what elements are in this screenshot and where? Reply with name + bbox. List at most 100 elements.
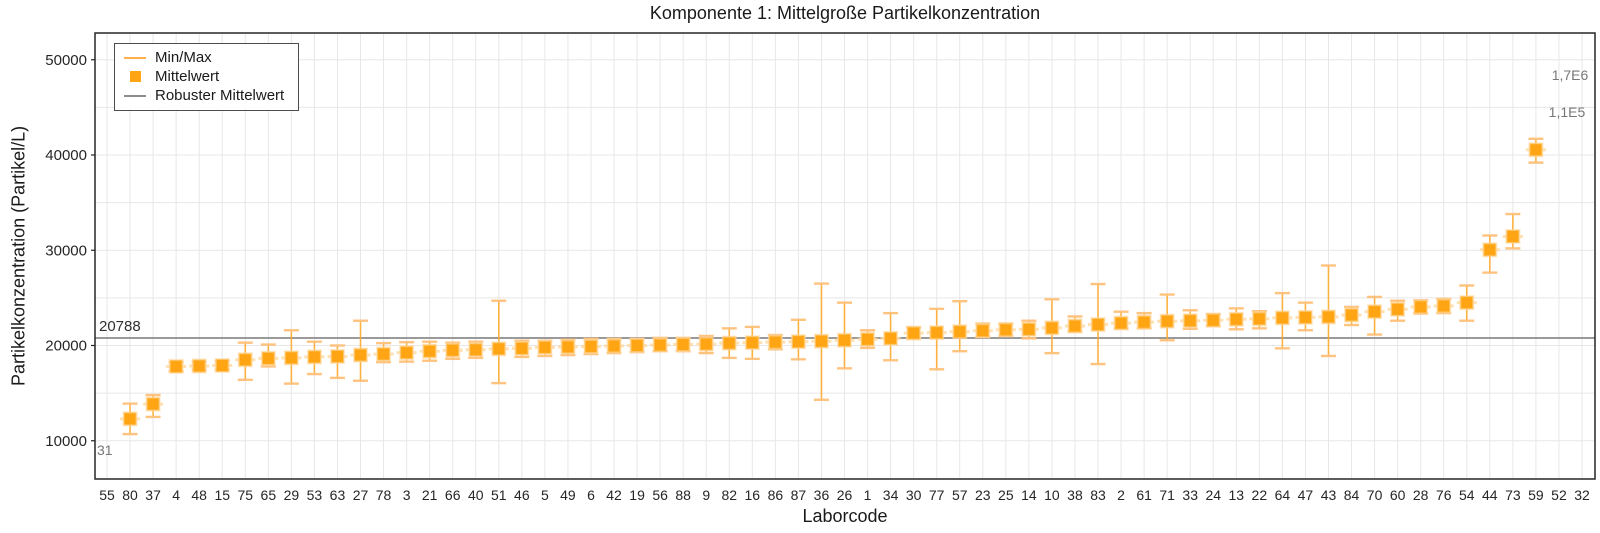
- y-tick-label: 10000: [45, 433, 87, 450]
- offscale-annotation: 31: [97, 442, 113, 458]
- mean-marker: [721, 335, 737, 351]
- mean-marker: [1182, 313, 1198, 329]
- mean-marker: [860, 331, 876, 347]
- mean-marker: [1021, 321, 1037, 337]
- x-tick-label: 23: [975, 487, 991, 503]
- x-tick-label: 3: [403, 487, 411, 503]
- mean-marker: [214, 358, 230, 374]
- x-axis-label: Laborcode: [802, 506, 888, 526]
- x-tick-label: 14: [1021, 487, 1037, 503]
- x-tick-label: 78: [376, 487, 392, 503]
- x-tick-label: 43: [1321, 487, 1337, 503]
- mean-marker: [1505, 228, 1521, 244]
- mean-marker: [1067, 318, 1083, 334]
- x-tick-label: 82: [721, 487, 737, 503]
- robust-mean-line-icon: [124, 94, 146, 97]
- mean-marker: [1205, 312, 1221, 328]
- x-tick-label: 51: [491, 487, 507, 503]
- mean-marker: [560, 339, 576, 355]
- legend-item-minmax: Min/Max: [124, 48, 284, 67]
- x-tick-label: 42: [606, 487, 622, 503]
- y-tick-label: 40000: [45, 147, 87, 164]
- mean-marker: [998, 322, 1014, 338]
- robust-mean-value-label: 20788: [99, 318, 141, 335]
- mean-marker: [606, 338, 622, 354]
- x-tick-label: 59: [1528, 487, 1544, 503]
- mean-marker: [1367, 304, 1383, 320]
- x-tick-label: 33: [1182, 487, 1198, 503]
- mean-marker: [260, 350, 276, 366]
- mean-marker: [1044, 320, 1060, 336]
- legend-label-minmax: Min/Max: [155, 49, 212, 66]
- offscale-annotation: 1,7E6: [1552, 67, 1589, 83]
- x-tick-label: 57: [952, 487, 968, 503]
- minmax-line-icon: [124, 56, 146, 59]
- y-tick-label: 20000: [45, 338, 87, 355]
- x-tick-label: 61: [1136, 487, 1152, 503]
- x-tick-label: 9: [702, 487, 710, 503]
- chart-title: Komponente 1: Mittelgroße Partikelkonzen…: [649, 3, 1041, 23]
- mean-marker: [237, 352, 253, 368]
- mean-marker: [652, 337, 668, 353]
- mean-marker: [698, 336, 714, 352]
- x-tick-label: 76: [1436, 487, 1452, 503]
- x-tick-label: 88: [675, 487, 691, 503]
- mean-marker: [583, 338, 599, 354]
- mean-marker: [629, 338, 645, 353]
- x-tick-label: 29: [284, 487, 300, 503]
- x-tick-label: 53: [307, 487, 323, 503]
- offscale-annotation: 1,1E5: [1549, 104, 1586, 120]
- mean-marker: [191, 358, 207, 374]
- x-tick-label: 46: [514, 487, 530, 503]
- mean-marker: [975, 323, 991, 339]
- x-tick-label: 48: [191, 487, 207, 503]
- mean-marker: [445, 342, 461, 358]
- mean-marker: [353, 347, 369, 363]
- mean-marker: [675, 337, 691, 353]
- mean-marker: [1436, 298, 1452, 314]
- mean-marker: [468, 342, 484, 358]
- x-tick-label: 21: [422, 487, 438, 503]
- x-tick-label: 83: [1090, 487, 1106, 503]
- mean-marker: [329, 348, 345, 364]
- mean-marker: [1228, 311, 1244, 327]
- mean-marker: [1459, 295, 1475, 311]
- mean-marker: [1251, 311, 1267, 327]
- mean-marker: [837, 332, 852, 348]
- mean-marker: [1320, 309, 1336, 325]
- x-tick-label: 66: [445, 487, 461, 503]
- x-tick-label: 64: [1275, 487, 1291, 503]
- x-tick-label: 6: [587, 487, 595, 503]
- x-tick-label: 5: [541, 487, 549, 503]
- mean-marker: [537, 339, 553, 355]
- x-tick-label: 28: [1413, 487, 1429, 503]
- x-tick-label: 84: [1344, 487, 1360, 503]
- mean-marker: [1090, 317, 1106, 333]
- x-tick-label: 80: [122, 487, 138, 503]
- x-tick-label: 65: [261, 487, 277, 503]
- x-tick-label: 36: [814, 487, 830, 503]
- mean-marker: [1413, 299, 1429, 315]
- x-tick-label: 10: [1044, 487, 1060, 503]
- x-tick-label: 87: [791, 487, 807, 503]
- mean-marker: [376, 346, 392, 362]
- x-tick-label: 77: [929, 487, 945, 503]
- x-tick-label: 25: [998, 487, 1014, 503]
- legend-item-mittelwert: Mittelwert: [124, 67, 284, 86]
- x-tick-label: 4: [172, 487, 180, 503]
- x-tick-label: 44: [1482, 487, 1498, 503]
- x-tick-label: 52: [1551, 487, 1567, 503]
- mean-marker: [1274, 310, 1290, 326]
- mean-marker: [883, 330, 899, 346]
- mean-marker: [744, 335, 760, 351]
- x-tick-label: 55: [99, 487, 115, 503]
- x-tick-label: 63: [330, 487, 346, 503]
- mean-marker: [1344, 307, 1360, 323]
- x-tick-label: 73: [1505, 487, 1521, 503]
- x-tick-label: 22: [1252, 487, 1268, 503]
- mean-marker: [1159, 313, 1175, 329]
- legend-item-robust: Robuster Mittelwert: [124, 86, 284, 105]
- legend: Min/Max Mittelwert Robuster Mittelwert: [114, 43, 300, 111]
